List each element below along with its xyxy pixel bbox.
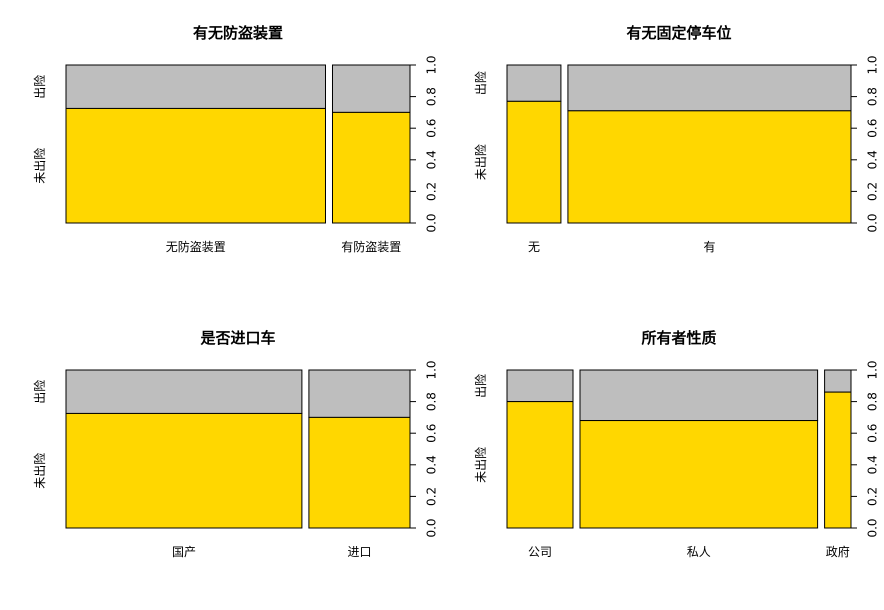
category-label: 私人	[687, 545, 711, 559]
axis-tick-label: 0.4	[425, 150, 439, 169]
category-label: 无	[528, 240, 540, 254]
series-label-lower: 未出险	[32, 453, 47, 489]
axis-tick-label: 0.4	[866, 150, 880, 169]
chart-title: 有无固定停车位	[626, 24, 731, 42]
series-label-upper: 出险	[473, 374, 488, 398]
axis-tick-label: 0.6	[425, 119, 439, 138]
axis-tick-label: 0.0	[866, 518, 880, 537]
mosaic-cell-出险-公司	[506, 369, 574, 403]
axis-tick-label: 0.2	[866, 182, 880, 201]
mosaic-cell-出险-无	[506, 64, 562, 102]
series-label-upper: 出险	[32, 380, 47, 404]
axis-tick-label: 0.0	[425, 518, 439, 537]
axis-tick-label: 0.4	[866, 455, 880, 474]
category-label: 进口	[347, 545, 371, 559]
mosaic-cell-未出险-国产	[65, 412, 303, 529]
axis-tick-label: 0.8	[425, 392, 439, 411]
mosaic-cell-未出险-无	[506, 100, 562, 224]
axis-tick-label: 0.8	[866, 392, 880, 411]
axis-tick-label: 0.6	[425, 424, 439, 443]
category-label: 公司	[528, 545, 552, 559]
series-label-lower: 未出险	[32, 148, 47, 184]
mosaic-cell-出险-有	[567, 64, 852, 112]
axis-tick-label: 0.6	[866, 424, 880, 443]
mosaic-cell-出险-政府	[824, 369, 852, 393]
axis-tick-label: 1.0	[425, 360, 439, 379]
axis-tick-label: 0.8	[425, 87, 439, 106]
series-label-lower: 未出险	[473, 447, 488, 483]
series-label-upper: 出险	[473, 71, 488, 95]
mosaic-cell-未出险-有	[567, 110, 852, 224]
chart-title: 所有者性质	[641, 329, 716, 347]
axis-tick-label: 0.4	[425, 455, 439, 474]
chart-title: 有无防盗装置	[193, 24, 283, 42]
axis-tick-label: 1.0	[866, 55, 880, 74]
category-label: 国产	[172, 545, 196, 559]
mosaic-cell-未出险-无防盗装置	[65, 107, 326, 224]
chart-title: 是否进口车	[199, 329, 275, 347]
axis-tick-label: 0.2	[425, 487, 439, 506]
axis-tick-label: 0.8	[866, 87, 880, 106]
category-label: 有	[703, 240, 715, 254]
category-label: 无防盗装置	[166, 239, 226, 254]
axis-tick-label: 0.6	[866, 119, 880, 138]
category-label: 政府	[826, 544, 850, 559]
axis-tick-label: 1.0	[866, 360, 880, 379]
series-label-upper: 出险	[32, 75, 47, 99]
mosaic-cell-未出险-公司	[506, 401, 574, 529]
axis-tick-label: 0.2	[866, 487, 880, 506]
mosaic-cell-出险-有防盗装置	[331, 64, 411, 113]
mosaic-cell-未出险-有防盗装置	[331, 111, 411, 224]
axis-tick-label: 0.0	[866, 213, 880, 232]
mosaic-cell-未出险-私人	[579, 420, 819, 529]
series-label-lower: 未出险	[473, 144, 488, 180]
axis-tick-label: 0.0	[425, 213, 439, 232]
mosaic-cell-出险-私人	[579, 369, 819, 422]
category-label: 有防盗装置	[341, 239, 401, 254]
axis-tick-label: 1.0	[425, 55, 439, 74]
mosaic-cell-出险-进口	[308, 369, 411, 418]
mosaic-cell-未出险-进口	[308, 416, 411, 529]
mosaic-cell-出险-无防盗装置	[65, 64, 326, 109]
mosaic-cell-未出险-政府	[824, 391, 852, 529]
mosaic-cell-出险-国产	[65, 369, 303, 414]
axis-tick-label: 0.2	[425, 182, 439, 201]
